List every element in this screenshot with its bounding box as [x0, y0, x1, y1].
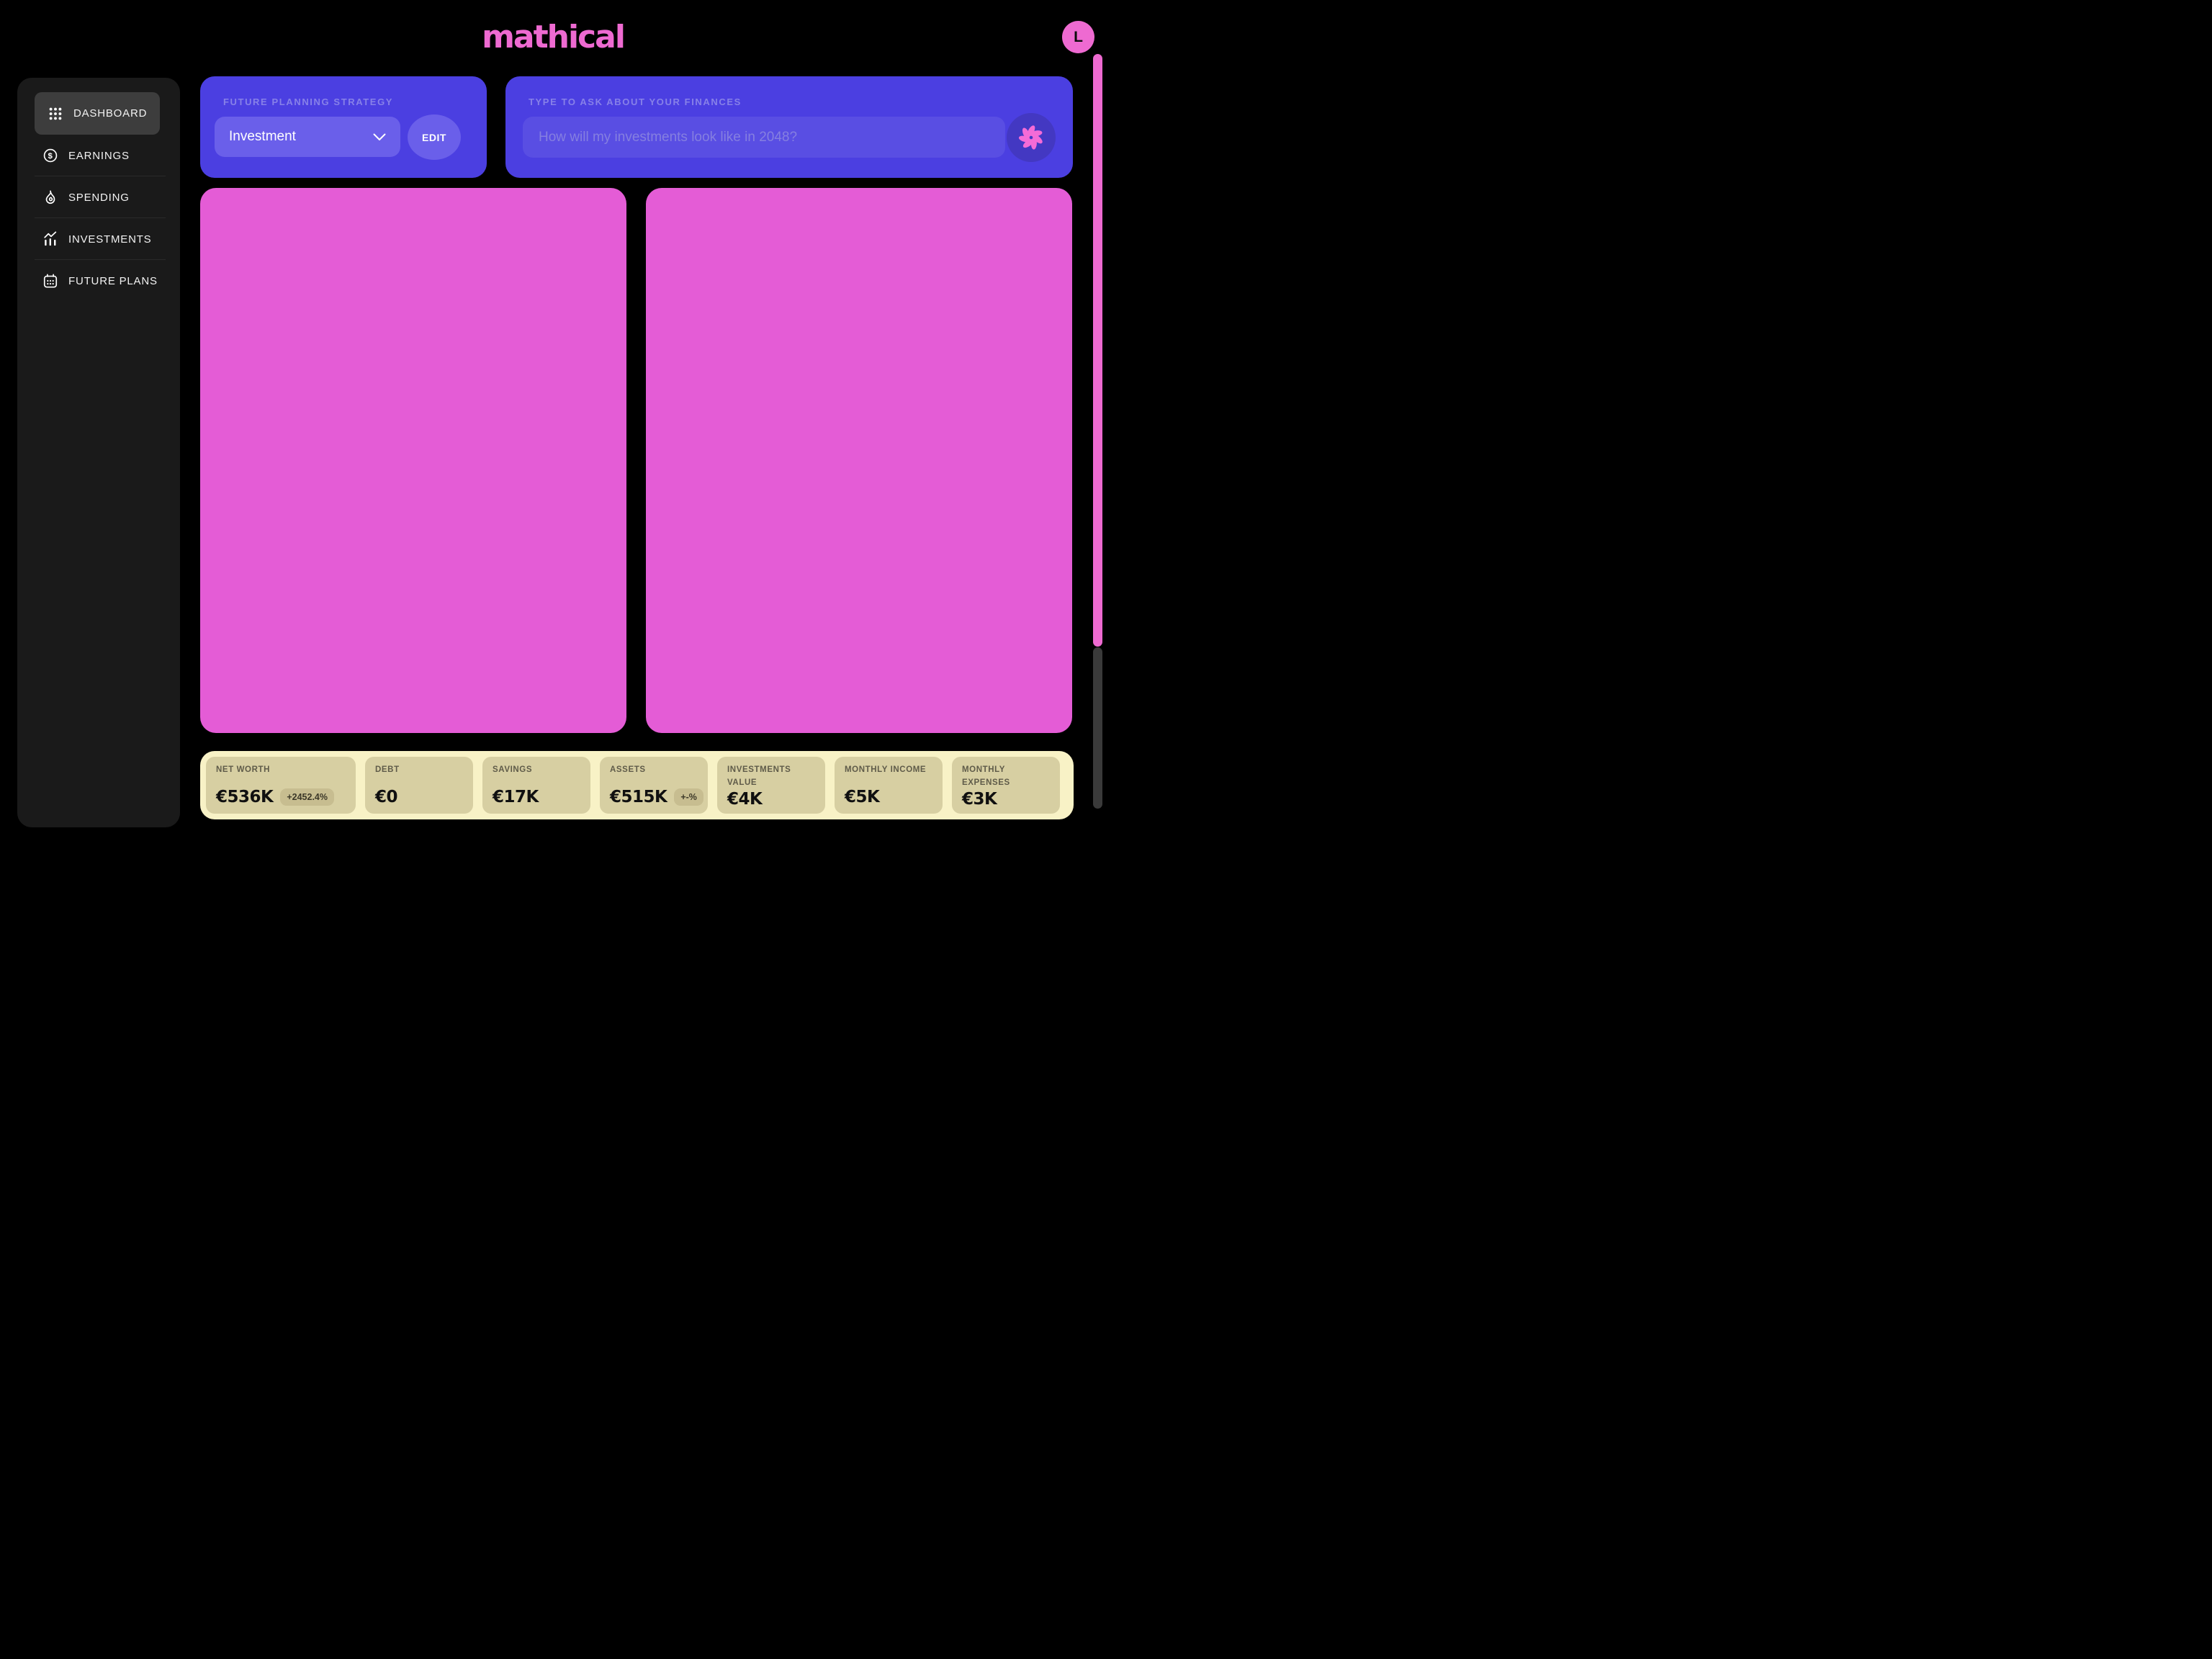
chevron-down-icon	[373, 133, 386, 141]
stat-value: €536K	[216, 788, 274, 806]
ask-finances-panel: TYPE TO ASK ABOUT YOUR FINANCES	[505, 76, 1073, 178]
stat-card-debt: DEBT €0	[365, 757, 473, 814]
sidebar-item-label: INVESTMENTS	[68, 233, 152, 246]
stat-value: €0	[375, 788, 398, 806]
ask-submit-button[interactable]	[1007, 113, 1056, 162]
app-logo: mathical	[482, 19, 626, 55]
stat-change-badge: +-%	[674, 788, 703, 806]
stat-label: MONTHLY EXPENSES	[962, 765, 1010, 787]
stat-label: MONTHLY INCOME	[845, 765, 927, 774]
strategy-dropdown-value: Investment	[229, 129, 296, 144]
strategy-dropdown[interactable]: Investment	[215, 117, 400, 157]
strategy-panel-label: FUTURE PLANNING STRATEGY	[223, 96, 394, 107]
flame-icon	[42, 189, 58, 205]
app-root: mathical L DASHBOARD $ EARNINGS	[0, 0, 1106, 830]
sidebar-item-label: EARNINGS	[68, 149, 130, 162]
stat-label: SAVINGS	[493, 765, 533, 774]
stat-value: €5K	[845, 788, 880, 806]
stat-card-savings: SAVINGS €17K	[482, 757, 590, 814]
calendar-icon	[42, 273, 58, 289]
stat-change-badge: +2452.4%	[280, 788, 334, 806]
edit-strategy-button[interactable]: EDIT	[408, 114, 461, 160]
chart-panel-right	[646, 188, 1072, 733]
chart-panel-left	[200, 188, 626, 733]
stat-card-monthly-income: MONTHLY INCOME €5K	[835, 757, 943, 814]
sidebar-item-label: SPENDING	[68, 191, 130, 204]
sidebar-item-future-plans[interactable]: FUTURE PLANS	[35, 260, 163, 302]
grid-icon	[48, 106, 63, 122]
stat-value: €515K	[610, 788, 667, 806]
stat-label: INVESTMENTS VALUE	[727, 765, 791, 787]
stats-bar: NET WORTH €536K +2452.4% DEBT €0 SAVINGS…	[200, 751, 1074, 819]
sidebar-item-spending[interactable]: SPENDING	[35, 176, 166, 218]
stat-value: €4K	[727, 789, 763, 809]
stat-card-investments-value: INVESTMENTS VALUE €4K	[717, 757, 825, 814]
chart-icon	[42, 231, 58, 247]
stat-value: €3K	[962, 789, 997, 809]
dollar-icon: $	[42, 148, 58, 163]
sidebar-item-dashboard[interactable]: DASHBOARD	[35, 92, 160, 135]
stat-value: €17K	[493, 788, 539, 806]
stat-card-monthly-expenses: MONTHLY EXPENSES €3K	[952, 757, 1060, 814]
sidebar-item-earnings[interactable]: $ EARNINGS	[35, 135, 166, 176]
stat-label: ASSETS	[610, 765, 646, 774]
scrollbar-thumb[interactable]	[1093, 54, 1102, 647]
user-avatar[interactable]: L	[1062, 21, 1094, 53]
stat-card-assets: ASSETS €515K +-%	[600, 757, 708, 814]
sidebar: DASHBOARD $ EARNINGS SPENDING	[17, 78, 180, 827]
sidebar-item-label: FUTURE PLANS	[68, 274, 158, 287]
avatar-initial: L	[1074, 28, 1083, 45]
stat-label: DEBT	[375, 765, 400, 774]
stat-label: NET WORTH	[216, 765, 271, 774]
future-planning-strategy-panel: FUTURE PLANNING STRATEGY Investment EDIT	[200, 76, 487, 178]
scrollbar-track[interactable]	[1093, 647, 1102, 809]
stat-card-net-worth: NET WORTH €536K +2452.4%	[206, 757, 356, 814]
svg-text:$: $	[48, 152, 53, 161]
sidebar-item-label: DASHBOARD	[73, 107, 148, 120]
sparkle-flower-icon	[1017, 123, 1046, 152]
ask-finances-input[interactable]	[523, 117, 1005, 158]
ask-panel-label: TYPE TO ASK ABOUT YOUR FINANCES	[529, 96, 742, 107]
sidebar-item-investments[interactable]: INVESTMENTS	[35, 218, 166, 260]
